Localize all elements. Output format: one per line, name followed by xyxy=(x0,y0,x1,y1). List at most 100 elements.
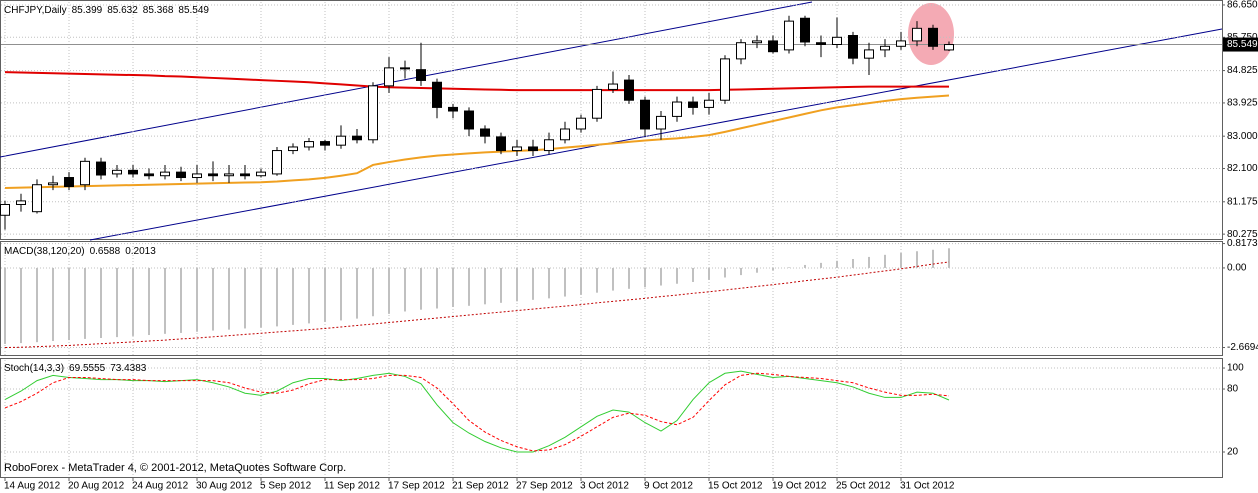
candle-body xyxy=(64,177,74,188)
candle-body xyxy=(160,171,170,177)
header-value: 85.632 xyxy=(107,5,138,16)
macd-bar xyxy=(644,267,646,288)
indicator-line xyxy=(4,372,950,452)
macd-bar xyxy=(596,267,598,293)
candle-body xyxy=(896,40,906,47)
x-tick-label: 24 Aug 2012 xyxy=(132,481,189,492)
y-tick-label: 20 xyxy=(1227,447,1239,458)
macd-bar xyxy=(68,267,70,341)
candle-body xyxy=(224,173,234,177)
macd-bar xyxy=(548,267,550,299)
indicator-line xyxy=(4,94,950,189)
candle-body xyxy=(256,171,266,177)
macd-bar xyxy=(228,267,230,330)
candle-body xyxy=(720,58,730,101)
y-tick-label: 83.000 xyxy=(1227,131,1258,142)
macd-bar xyxy=(628,267,630,289)
macd-bar xyxy=(244,267,246,329)
macd-bar xyxy=(212,267,214,331)
channel-lower xyxy=(89,28,1223,241)
candle-body xyxy=(592,88,602,119)
candle-body xyxy=(656,115,666,130)
candle-body xyxy=(400,67,410,70)
indicator-line xyxy=(4,261,950,349)
indicator-name: MACD(38,120,20) xyxy=(4,246,85,257)
macd-bar xyxy=(484,267,486,305)
header-value: 0.2013 xyxy=(125,246,156,257)
macd-bar xyxy=(772,267,774,271)
macd-bar xyxy=(20,267,22,344)
y-tick-label: 84.825 xyxy=(1227,65,1258,76)
candle-body xyxy=(816,42,826,46)
candle-body xyxy=(304,141,314,148)
candle-body xyxy=(96,161,106,176)
macd-bar xyxy=(116,267,118,338)
macd-bar xyxy=(4,267,6,344)
x-tick-label: 3 Oct 2012 xyxy=(580,481,629,492)
x-tick-label: 14 Aug 2012 xyxy=(4,481,61,492)
macd-bar xyxy=(404,267,406,312)
panel-header: CHFJPY,Daily 85.399 85.632 85.368 85.549 xyxy=(4,5,209,16)
header-value: 85.368 xyxy=(143,5,174,16)
macd-bar xyxy=(788,267,790,268)
candle-body xyxy=(624,79,634,101)
price-label-box xyxy=(1223,37,1258,52)
macd-bar xyxy=(292,267,294,325)
x-tick-label: 15 Oct 2012 xyxy=(708,481,763,492)
candle-body xyxy=(176,171,186,179)
macd-bar xyxy=(820,262,822,268)
candle-body xyxy=(416,69,426,81)
candle-body xyxy=(768,40,778,53)
candle-body xyxy=(784,20,794,51)
stoch-panel xyxy=(0,358,1223,478)
macd-bar xyxy=(468,267,470,306)
macd-bar xyxy=(196,267,198,332)
macd-bar xyxy=(100,267,102,339)
macd-bar xyxy=(676,267,678,284)
macd-bar xyxy=(868,256,870,268)
candle-body xyxy=(800,17,810,43)
macd-bar xyxy=(436,267,438,309)
candle-body xyxy=(544,139,554,152)
x-tick-label: 25 Oct 2012 xyxy=(836,481,891,492)
macd-bar xyxy=(308,267,310,324)
macd-bar xyxy=(276,267,278,327)
macd-bar xyxy=(164,267,166,334)
macd-bar xyxy=(324,267,326,322)
price-label: 85.549 xyxy=(1227,39,1258,50)
macd-bar xyxy=(708,267,710,280)
y-tick-label: 81.175 xyxy=(1227,196,1258,207)
macd-bar xyxy=(932,249,934,268)
candle-body xyxy=(144,173,154,177)
candle-body xyxy=(880,45,890,51)
panel-header: MACD(38,120,20) 0.6588 0.2013 xyxy=(4,246,156,257)
x-tick-label: 19 Oct 2012 xyxy=(772,481,827,492)
candle-body xyxy=(496,136,506,152)
y-tick-label: 86.650 xyxy=(1227,0,1258,11)
x-tick-label: 30 Aug 2012 xyxy=(196,481,253,492)
x-tick-label: 9 Oct 2012 xyxy=(644,481,693,492)
panel-header: Stoch(14,3,3) 69.5555 73.4383 xyxy=(4,363,147,374)
macd-bar xyxy=(372,267,374,317)
x-tick-label: 31 Oct 2012 xyxy=(900,481,955,492)
candle-body xyxy=(128,169,138,175)
candle-body xyxy=(832,36,842,46)
candle-body xyxy=(80,160,90,186)
candle-body xyxy=(480,128,490,137)
macd-bar xyxy=(692,267,694,282)
candle-body xyxy=(848,35,858,59)
candle-body xyxy=(352,135,362,141)
macd-bar xyxy=(564,267,566,297)
candle-body xyxy=(16,200,26,205)
candle-body xyxy=(512,146,522,152)
candle-body xyxy=(208,173,218,177)
y-tick-label: 100 xyxy=(1227,363,1244,374)
header-value: 73.4383 xyxy=(110,363,147,374)
y-tick-label: 0.8173 xyxy=(1227,238,1258,249)
candle-body xyxy=(576,117,586,130)
macd-bar xyxy=(388,267,390,314)
candle-body xyxy=(32,184,42,213)
macd-bar xyxy=(740,267,742,276)
y-tick-label: 80.275 xyxy=(1227,229,1258,240)
candle-body xyxy=(288,146,298,152)
